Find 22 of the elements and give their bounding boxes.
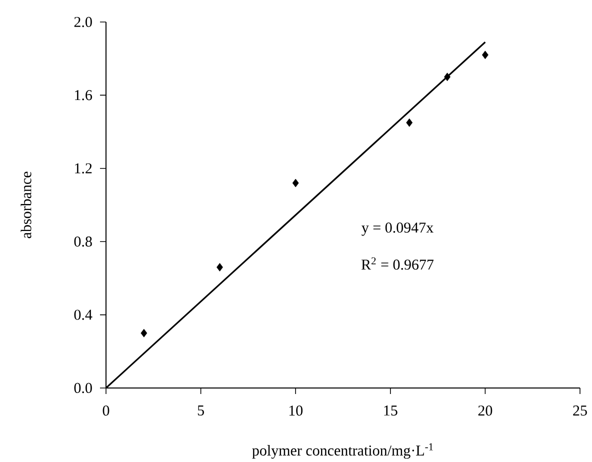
x-tick-label: 20: [478, 406, 492, 416]
point: [292, 178, 299, 188]
y-tick-label: 0.4: [74, 310, 92, 320]
point: [444, 72, 450, 82]
point: [140, 328, 148, 338]
x-tick-label: 5: [198, 406, 204, 416]
x-tick-label: 15: [384, 406, 398, 416]
x-tick-label: 25: [573, 406, 587, 416]
annotation: R$^{2}$ = 0.9677: [361, 257, 434, 270]
x-tick-label: 10: [289, 406, 303, 416]
annotation: y = 0.0947x: [362, 222, 434, 236]
x-tick-label: 0: [102, 406, 110, 416]
y-tick-label: 0.8: [74, 236, 92, 247]
y-tick-label: 1.6: [75, 90, 92, 100]
y-tick-label: 0.0: [74, 382, 92, 394]
point: [482, 50, 488, 60]
y-tick-label: 1.2: [75, 163, 92, 174]
x-axis-title: polymer concentration/mg·L$^{-1}$: [252, 443, 433, 459]
point: [406, 118, 413, 127]
y-axis-title: absorbance: [20, 172, 32, 238]
point: [216, 263, 223, 272]
y-tick-label: 2.0: [74, 16, 92, 28]
